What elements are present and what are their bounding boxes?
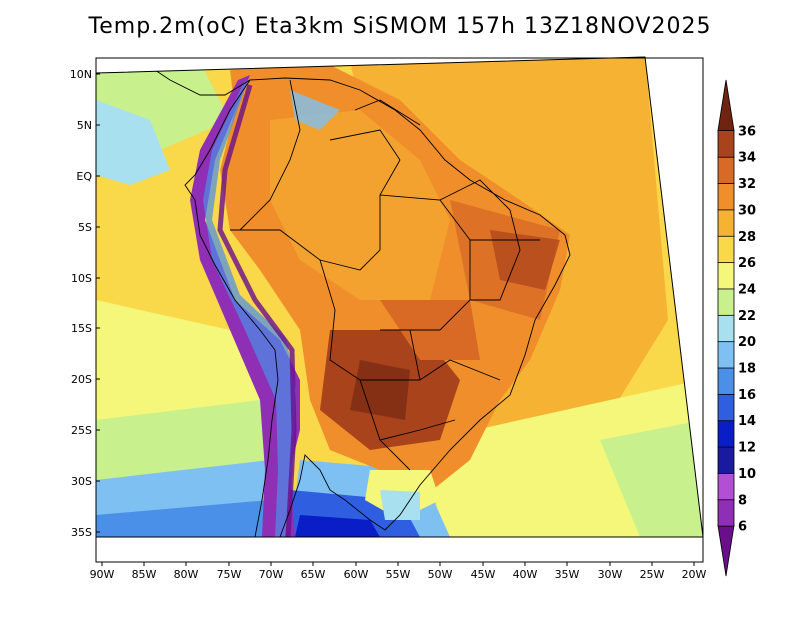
- colorbar-level-label: 28: [738, 230, 756, 245]
- lon-label: 50W: [428, 568, 453, 581]
- map-frame: [95, 57, 704, 563]
- colorbar-swatch: [717, 261, 735, 290]
- colorbar-swatch: [717, 419, 735, 448]
- colorbar-level-label: 12: [738, 441, 756, 456]
- lon-label: 90W: [90, 568, 115, 581]
- lon-label: 70W: [259, 568, 284, 581]
- lon-label: 45W: [471, 568, 496, 581]
- colorbar-level-label: 14: [738, 414, 756, 429]
- lon-label: 85W: [132, 568, 157, 581]
- colorbar-arrow-low: [717, 525, 735, 577]
- colorbar-level-label: 20: [738, 335, 756, 350]
- lat-label: 10N: [70, 68, 92, 81]
- lon-label: 30W: [598, 568, 623, 581]
- colorbar-level-label: 36: [738, 124, 756, 139]
- colorbar-level-label: 24: [738, 282, 756, 297]
- lon-label: 55W: [386, 568, 411, 581]
- colorbar-swatch: [717, 288, 735, 316]
- lon-label: 40W: [513, 568, 538, 581]
- colorbar-level-label: 16: [738, 388, 756, 403]
- colorbar-swatch: [717, 393, 735, 422]
- latitude-axis: 10N 5N EQ 5S 10S 15S 20S 25S 30S 35S: [70, 68, 100, 539]
- colorbar-level-label: 8: [738, 493, 747, 508]
- colorbar-swatch: [717, 446, 735, 474]
- lon-label: 80W: [174, 568, 199, 581]
- colorbar-level-label: 32: [738, 177, 756, 192]
- lon-label: 25W: [640, 568, 665, 581]
- colorbar-swatch: [717, 314, 735, 343]
- colorbar-swatch: [717, 472, 735, 501]
- lon-label: 65W: [301, 568, 326, 581]
- colorbar-level-label: 26: [738, 256, 756, 271]
- lat-label: 25S: [71, 424, 92, 437]
- map-title: Temp.2m(oC) Eta3km SiSMOM 157h 13Z18NOV2…: [88, 14, 712, 39]
- colorbar-level-label: 10: [738, 467, 756, 482]
- lat-label: 20S: [71, 373, 92, 386]
- colorbar-level-label: 34: [738, 151, 756, 166]
- lat-label: 30S: [71, 475, 92, 488]
- colorbar-swatch: [717, 129, 735, 158]
- temperature-field: [96, 57, 703, 537]
- lat-label: 5S: [78, 221, 92, 234]
- colorbar-swatch: [717, 182, 735, 211]
- colorbar-swatch: [717, 156, 735, 184]
- colorbar-level-label: 6: [738, 520, 747, 535]
- colorbar-level-label: 30: [738, 203, 756, 218]
- lat-label: 5N: [77, 119, 92, 132]
- lat-label: 35S: [71, 526, 92, 539]
- colorbar-swatch: [717, 340, 735, 369]
- colorbar-level-label: 22: [738, 309, 756, 324]
- lon-label: 35W: [555, 568, 580, 581]
- lat-label: 15S: [71, 322, 92, 335]
- lat-label: 10S: [71, 272, 92, 285]
- colorbar-arrow-high: [717, 79, 735, 131]
- coastlines: [139, 59, 571, 537]
- colorbar-swatch: [717, 367, 735, 395]
- lon-label: 60W: [344, 568, 369, 581]
- colorbar-swatch: [717, 209, 735, 237]
- colorbar-swatch: [717, 498, 735, 527]
- longitude-axis: 90W 85W 80W 75W 70W 65W 60W 55W 50W 45W …: [90, 562, 707, 581]
- lat-label: EQ: [76, 170, 92, 183]
- colorbar: 6 8 10 12 14 16 18 20 22 24 26 28 30 32 34 36: [717, 79, 756, 577]
- colorbar-swatch: [717, 235, 735, 264]
- lon-label: 75W: [217, 568, 242, 581]
- lon-label: 20W: [682, 568, 707, 581]
- colorbar-level-label: 18: [738, 362, 756, 377]
